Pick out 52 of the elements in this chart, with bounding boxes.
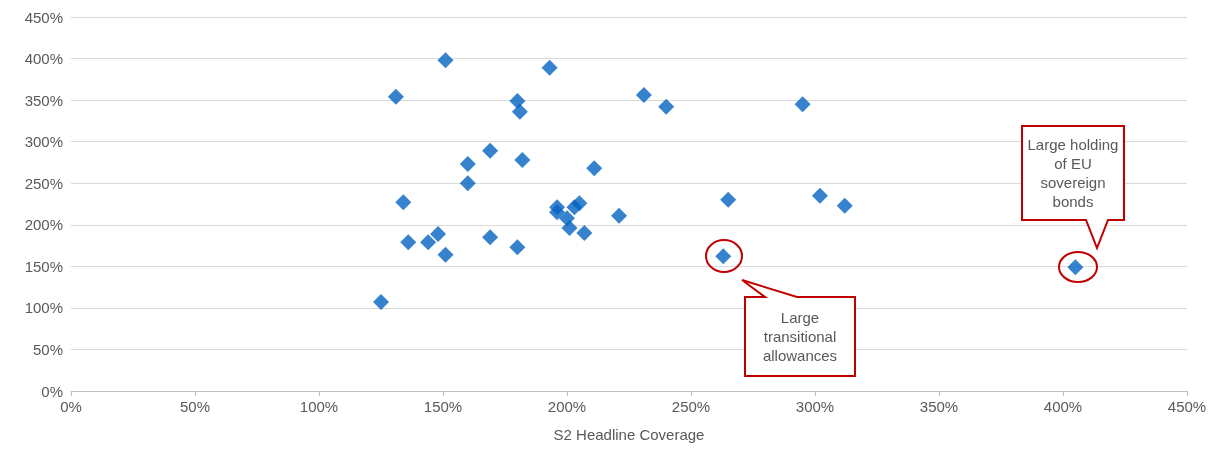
annotation: Large transitional allowances [762,309,838,364]
y-tick-label: 400% [24,50,63,68]
point [514,151,531,168]
point [658,98,675,115]
y-tick-label: 200% [24,216,63,234]
annotation: Large holding of EU sovereign bonds [1027,136,1119,210]
y-tick-label: 100% [24,299,63,317]
x-tick-label: 200% [547,398,587,415]
point [571,195,588,212]
x-tick-label: 100% [299,398,339,415]
point [437,52,454,69]
point [794,96,811,113]
point [373,294,389,311]
x-tick-label: 150% [423,398,463,415]
x-tick-label: 0% [60,398,82,415]
point [611,207,628,224]
point [836,197,853,214]
x-tick-label: 450% [1167,398,1207,415]
x-axis-title: S2 Headline Coverage [553,426,705,443]
y-tick-label: 450% [24,8,63,26]
point [430,225,447,242]
x-tick-label: 250% [671,398,711,415]
y-tick-label: 50% [32,340,63,358]
x-tick-label: 350% [919,398,959,415]
point [387,88,404,105]
point [549,204,566,221]
point [509,92,526,109]
point [437,246,454,263]
point [482,229,499,246]
y-tick-label: 150% [24,257,63,275]
y-tick-label: 250% [24,174,63,192]
x-tick-label: 300% [795,398,835,415]
point [459,175,476,192]
x-tick-label: 50% [179,398,211,415]
y-tick-label: 350% [24,91,63,109]
point [561,220,578,237]
point [576,225,593,242]
y-tick-label: 300% [24,133,63,151]
point [400,234,417,251]
point [395,194,412,211]
point [420,234,437,251]
point [509,239,526,256]
point [811,187,828,204]
point [720,191,737,208]
point [541,59,558,76]
y-tick-label: 0% [41,382,63,400]
point [511,103,528,120]
point [459,156,476,173]
point [635,87,652,104]
x-tick-label: 400% [1043,398,1083,415]
point [482,142,499,159]
point [586,160,603,177]
